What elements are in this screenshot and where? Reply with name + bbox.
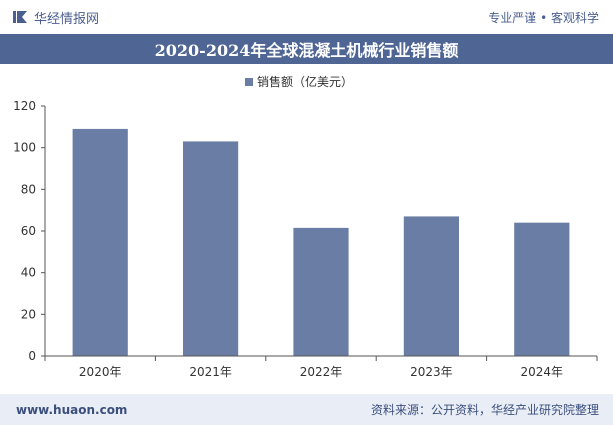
y-tick-label: 80 (21, 182, 36, 196)
slogan: 专业严谨 • 客观科学 (488, 10, 599, 25)
footer-bar: www.huaon.com 资料来源：公开资料，华经产业研究院整理 (0, 394, 613, 425)
website-link[interactable]: www.huaon.com (16, 402, 128, 417)
x-tick-label: 2021年 (189, 365, 232, 379)
y-axis: 0 20 40 60 80 100 120 (13, 99, 46, 363)
x-tick-label: 2023年 (410, 365, 453, 379)
x-axis: 2020年 2021年 2022年 2023年 2024年 (44, 355, 598, 379)
brand-logo-icon (13, 11, 27, 23)
y-tick-label: 100 (13, 141, 36, 155)
bar-2024年 (514, 222, 570, 356)
bar-2023年 (403, 216, 459, 356)
y-tick-label: 20 (21, 307, 36, 321)
legend-label: 销售额（亿美元） (257, 74, 353, 89)
bar-2020年 (72, 128, 128, 356)
legend-swatch (245, 78, 253, 86)
brand-name: 华经情报网 (34, 11, 100, 27)
bar-2021年 (183, 141, 239, 356)
y-tick-label: 40 (21, 266, 36, 280)
x-tick-label: 2020年 (79, 365, 122, 379)
source-note: 资料来源：公开资料，华经产业研究院整理 (370, 403, 599, 417)
y-tick-label: 0 (28, 349, 36, 363)
y-tick-label: 60 (21, 224, 36, 238)
y-tick-label: 120 (13, 99, 36, 113)
x-tick-label: 2022年 (300, 365, 343, 379)
legend: 销售额（亿美元） (245, 74, 353, 89)
brand[interactable]: 华经情报网 (12, 8, 99, 27)
top-bar: 华经情报网 专业严谨 • 客观科学 (0, 0, 613, 34)
chart-title: 2020-2024年全球混凝土机械行业销售额 (0, 34, 613, 64)
bars (72, 128, 570, 356)
bar-chart: 销售额（亿美元） 0 20 40 60 80 100 120 2020年 2021年 2022年… (13, 74, 598, 379)
x-tick-label: 2024年 (521, 365, 564, 379)
bar-2022年 (293, 227, 349, 356)
